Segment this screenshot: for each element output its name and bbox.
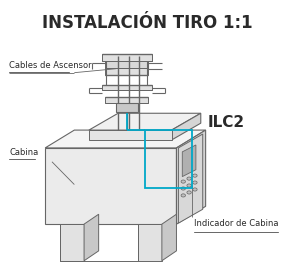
Ellipse shape: [187, 191, 191, 194]
Polygon shape: [84, 214, 99, 261]
Polygon shape: [116, 103, 137, 112]
Polygon shape: [106, 68, 148, 75]
Text: ILC2: ILC2: [208, 115, 245, 130]
Polygon shape: [106, 61, 148, 68]
Polygon shape: [89, 130, 172, 140]
Ellipse shape: [193, 181, 197, 184]
Ellipse shape: [181, 180, 185, 183]
Text: Indicador de Cabina: Indicador de Cabina: [194, 219, 278, 228]
Polygon shape: [162, 214, 176, 261]
Polygon shape: [45, 148, 176, 224]
Ellipse shape: [181, 194, 185, 197]
Ellipse shape: [187, 177, 191, 180]
Polygon shape: [102, 85, 152, 91]
Bar: [145, 130, 192, 187]
Polygon shape: [89, 113, 201, 130]
Polygon shape: [176, 130, 206, 224]
Polygon shape: [178, 134, 203, 223]
Polygon shape: [137, 224, 162, 261]
Ellipse shape: [193, 188, 197, 191]
Ellipse shape: [187, 184, 191, 187]
Text: Cabina: Cabina: [9, 148, 38, 157]
Polygon shape: [60, 224, 84, 261]
Polygon shape: [182, 145, 196, 177]
Polygon shape: [172, 113, 201, 140]
Text: INSTALACIÓN TIRO 1:1: INSTALACIÓN TIRO 1:1: [42, 14, 253, 32]
Ellipse shape: [181, 187, 185, 190]
Polygon shape: [102, 54, 152, 61]
Ellipse shape: [193, 174, 197, 177]
Polygon shape: [106, 97, 148, 103]
Polygon shape: [45, 130, 206, 148]
Text: Cables de Ascensor: Cables de Ascensor: [9, 61, 92, 70]
